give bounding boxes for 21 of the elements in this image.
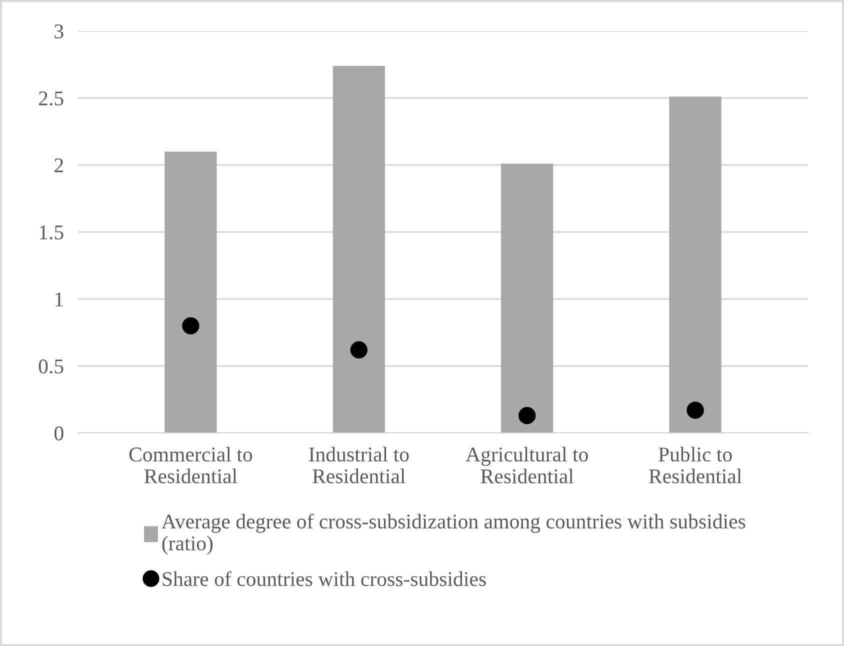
legend-label: Share of countries with cross-subsidies [162,571,486,586]
y-tick-label: 2.5 [38,91,64,106]
y-tick-label: 1.5 [40,225,64,240]
bar [501,164,554,433]
y-tick-label: 1 [56,292,63,306]
bar [164,152,217,433]
x-tick-label: Industrial to Residential [309,446,409,484]
legend-label: Average degree of cross-subsidization among countries with subsidies (ratio) [162,514,746,555]
point [350,341,368,359]
y-tick-label: 3 [54,24,64,38]
y-tick-label: 0.5 [38,359,64,374]
point [182,317,200,334]
y-tick-label: 2 [54,158,63,172]
bar [332,66,385,433]
y-tick-label: 0 [54,426,64,440]
bar [669,96,722,433]
x-tick-label: Agricultural to Residential [466,446,588,484]
point [686,402,704,419]
point [518,406,536,424]
x-tick-label: Public to Residential [649,446,742,484]
x-tick-label: Commercial to Residential [129,446,252,484]
